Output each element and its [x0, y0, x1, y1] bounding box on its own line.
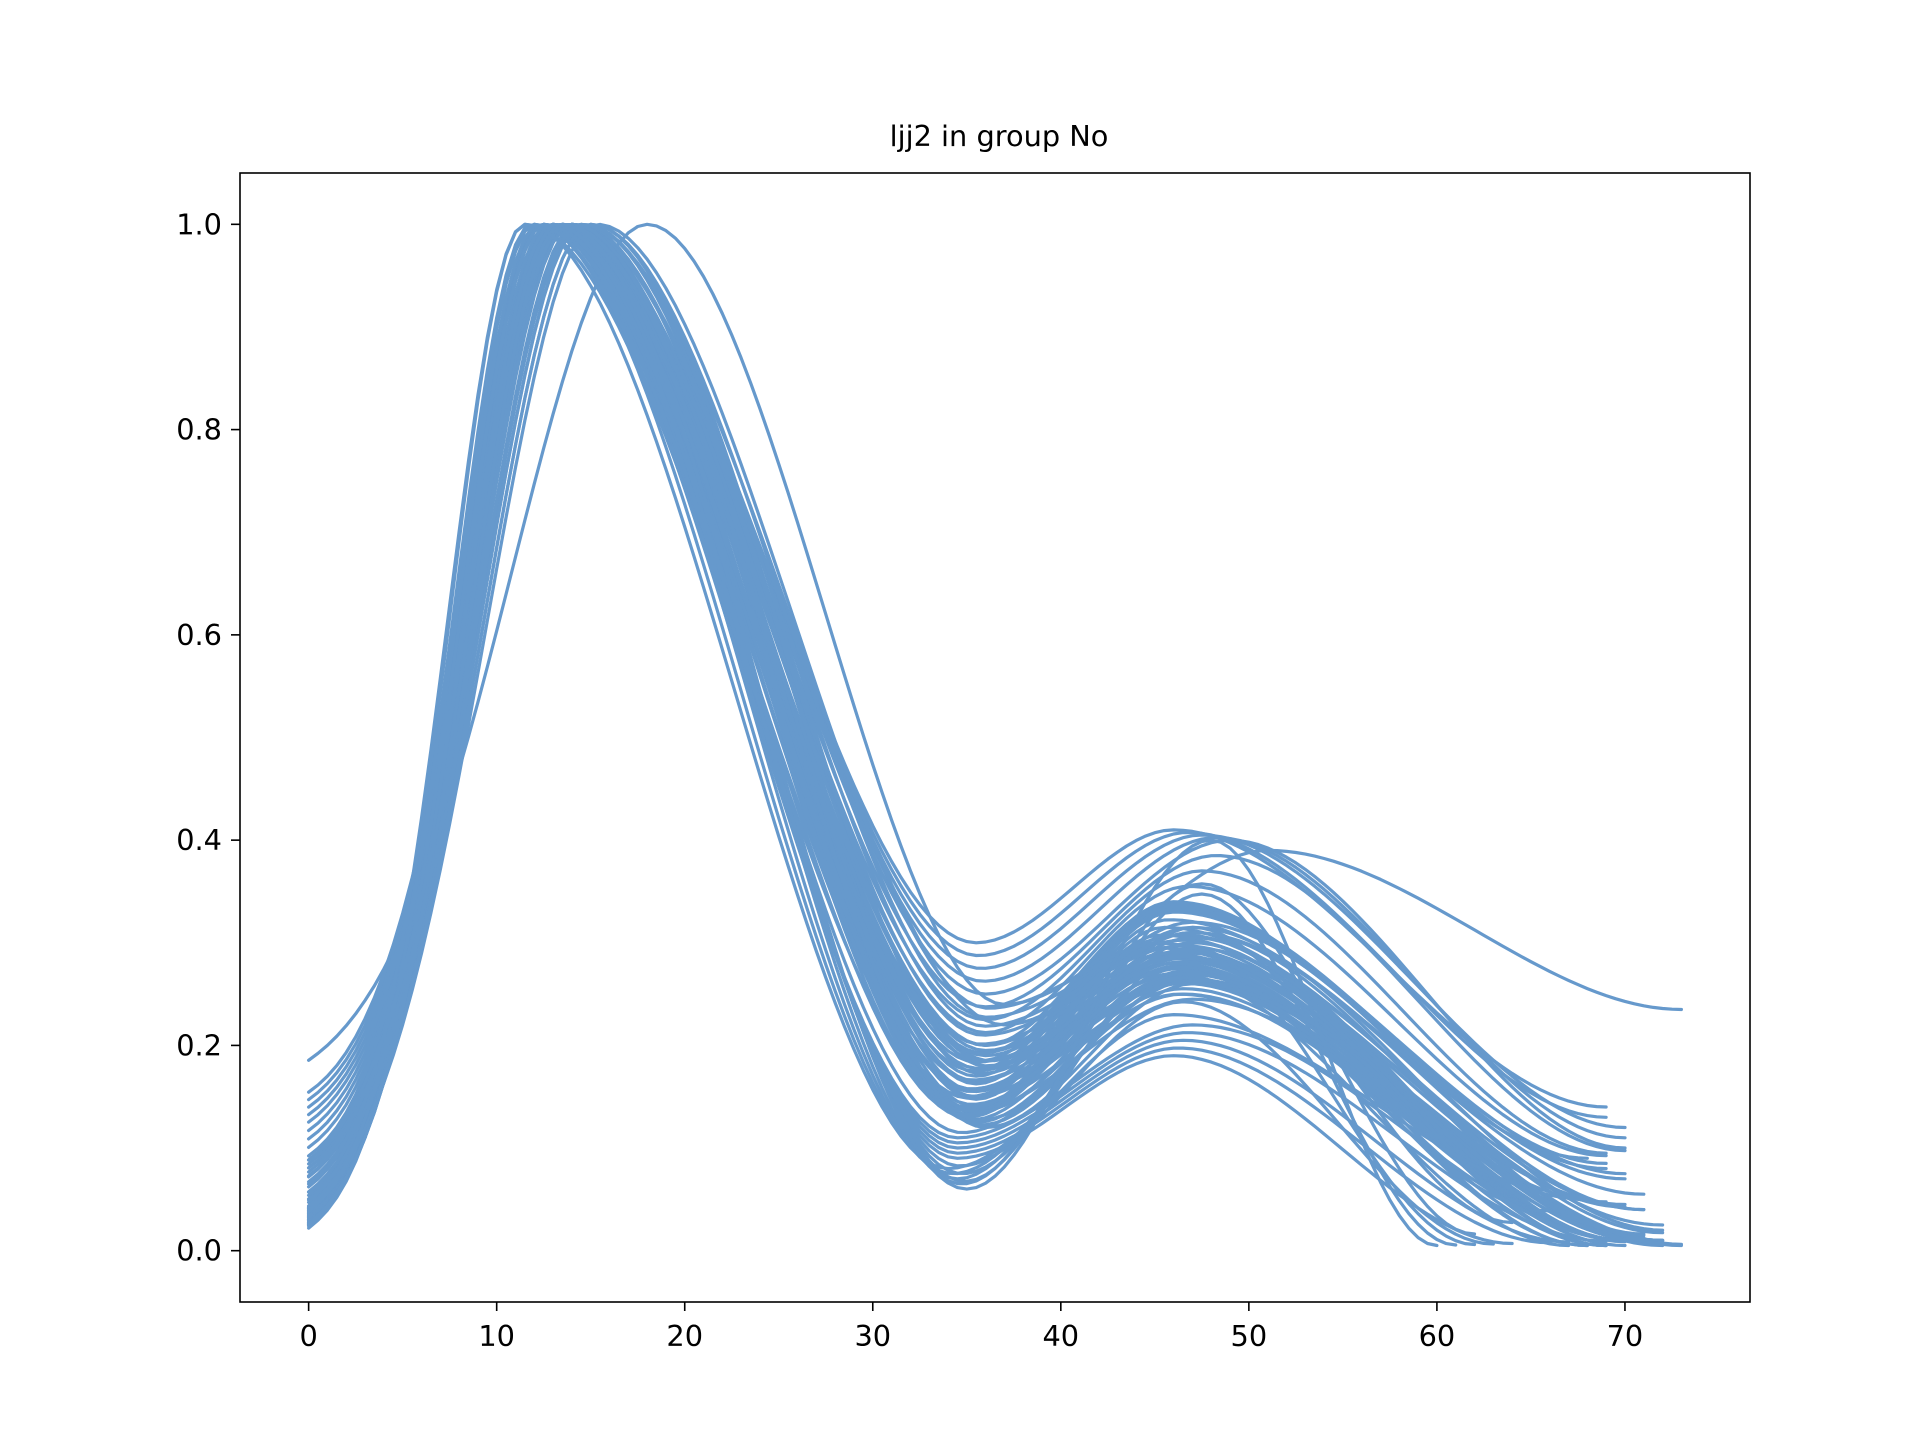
- series-line-8: [307, 222, 1683, 1248]
- x-tick-label: 30: [854, 1319, 891, 1353]
- y-tick-label: 0.0: [176, 1234, 222, 1268]
- x-tick-label: 50: [1231, 1319, 1268, 1353]
- series-line-12: [307, 222, 1627, 1242]
- y-tick-label: 1.0: [176, 207, 222, 241]
- series-line-14: [307, 222, 1439, 1248]
- plot-frame: [239, 172, 1751, 1303]
- x-tick-label: 0: [299, 1319, 317, 1353]
- series-layer: [307, 222, 1683, 1248]
- x-axis: 0 10 20 30 40 50 60 70: [299, 1302, 1643, 1353]
- series-line-13: [307, 222, 1514, 1246]
- x-tick-label: 10: [478, 1319, 515, 1353]
- y-tick-label: 0.2: [176, 1028, 222, 1062]
- series-line-16: [307, 222, 1646, 1212]
- series-line-10: [307, 222, 1608, 1248]
- series-line-1: [307, 222, 1683, 1062]
- x-tick-label: 20: [666, 1319, 703, 1353]
- y-tick-label: 0.8: [176, 413, 222, 447]
- x-tick-label: 70: [1607, 1319, 1644, 1353]
- series-line-band: [307, 223, 1627, 1242]
- y-tick-label: 0.6: [176, 618, 222, 652]
- series-line-15: [307, 222, 1589, 1201]
- x-tick-label: 60: [1419, 1319, 1456, 1353]
- chart-title: ljj2 in group No: [890, 119, 1109, 153]
- x-tick-label: 40: [1042, 1319, 1079, 1353]
- series-line-band: [307, 223, 1627, 1242]
- y-axis: 0.0 0.2 0.4 0.6 0.8 1.0: [176, 207, 240, 1268]
- y-tick-label: 0.4: [176, 823, 222, 857]
